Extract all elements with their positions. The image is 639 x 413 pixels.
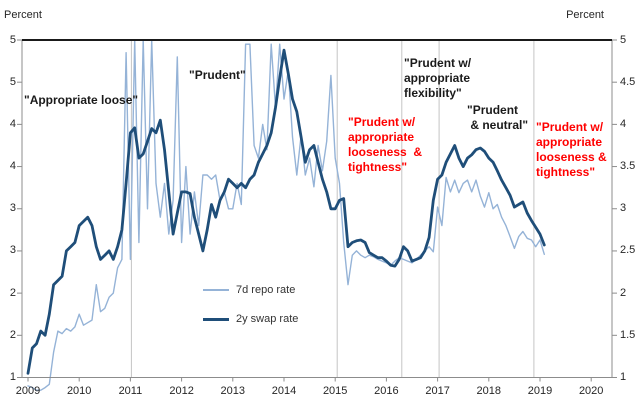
y-axis-tick-label-left: 3 — [9, 244, 16, 257]
y-axis-tick-label-left: 1 — [9, 371, 16, 383]
y-axis-title-left: Percent — [4, 9, 42, 21]
legend-item-swap-rate: 2y swap rate — [203, 312, 298, 326]
y-axis-tick-label-left: 2 — [9, 328, 16, 341]
y-axis-tick-label-right: 3 — [620, 202, 627, 215]
annotation-prudent: "Prudent" — [189, 68, 246, 82]
y-axis-tick-label-right: 1 — [620, 371, 627, 383]
repo-rate-line-swatch — [203, 289, 229, 291]
legend: 7d repo rate 2y swap rate — [203, 283, 298, 341]
x-axis-tick-label: 2020 — [578, 385, 604, 397]
x-axis-tick-label: 2012 — [169, 385, 194, 397]
annotation-prudent-looseness-tightness-2019: "Prudent w/appropriate looseness & tightne… — [536, 120, 607, 179]
x-axis-tick-label: 2010 — [66, 385, 92, 397]
y-axis-tick-label-left: 5 — [9, 33, 16, 46]
x-axis-tick-label: 2013 — [220, 385, 246, 397]
annotation-prudent-neutral: "Prudent & neutral" — [467, 103, 529, 132]
y-axis-tick-label-right: 4.5 — [620, 75, 636, 88]
y-axis-tick-label-left: 2 — [9, 286, 16, 299]
x-axis-tick-label: 2014 — [271, 385, 297, 397]
swap-rate-line-swatch — [203, 317, 229, 321]
x-axis-tick-label: 2015 — [322, 385, 348, 397]
legend-label-swap-rate: 2y swap rate — [236, 313, 299, 325]
7d-repo-rate-line — [27, 39, 545, 391]
y-axis-tick-label-left: 5 — [9, 75, 16, 88]
y-axis-tick-label-right: 1.5 — [620, 328, 636, 341]
y-axis-tick-label-right: 4 — [620, 117, 627, 130]
legend-label-repo-rate: 7d repo rate — [236, 284, 296, 296]
x-axis-tick-label: 2018 — [476, 385, 502, 397]
y-axis-tick-label-right: 3.5 — [620, 160, 636, 173]
annotation-appropriate-loose: "Appropriate loose" — [24, 93, 139, 107]
y-axis-tick-label-right: 2 — [620, 286, 627, 299]
x-axis-tick-label: 2011 — [118, 385, 143, 397]
x-axis-tick-label: 2017 — [425, 385, 450, 397]
y-axis-tick-label-right: 5 — [620, 33, 627, 46]
y-axis-tick-label-left: 4 — [9, 160, 16, 173]
2y-swap-rate-line — [26, 48, 546, 375]
y-axis-title-right: Percent — [566, 9, 604, 21]
x-axis-tick-label: 2009 — [15, 385, 41, 397]
x-axis-tick-label: 2019 — [527, 385, 553, 397]
x-axis-tick-label: 2016 — [374, 385, 399, 397]
y-axis-tick-label-left: 4 — [9, 117, 16, 130]
annotation-prudent-looseness-tightness-2015: "Prudent w/appropriate looseness & tightne… — [348, 115, 423, 174]
annotation-prudent-flexibility: "Prudent w/appropriate flexibility" — [404, 56, 472, 100]
y-axis-tick-label-right: 2.5 — [620, 244, 636, 257]
y-axis-tick-label-left: 3 — [9, 202, 16, 215]
legend-item-repo-rate: 7d repo rate — [203, 283, 298, 297]
